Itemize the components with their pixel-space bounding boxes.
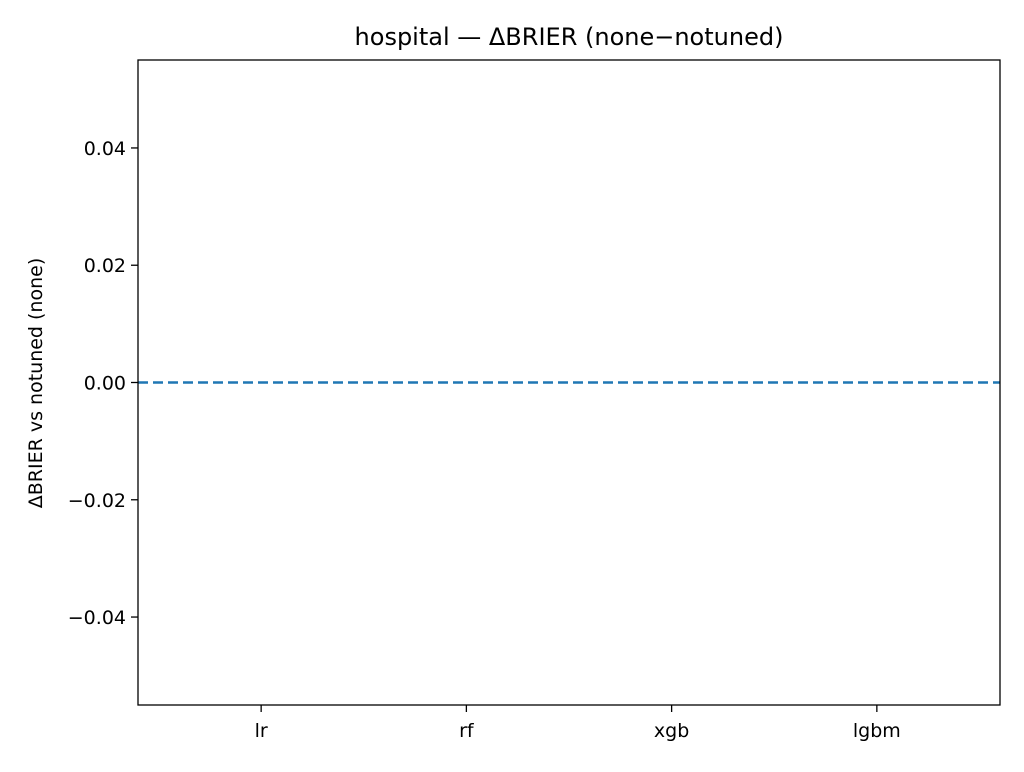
chart-title: hospital — ΔBRIER (none−notuned) [355, 23, 784, 51]
y-tick-label: 0.00 [84, 373, 126, 395]
y-axis-label: ΔBRIER vs notuned (none) [25, 258, 47, 508]
x-tick-label: lr [255, 720, 268, 742]
x-tick-label: lgbm [853, 720, 901, 742]
y-tick-label: −0.02 [68, 490, 126, 512]
y-tick-label: −0.04 [68, 607, 126, 629]
y-tick-label: 0.02 [84, 255, 126, 277]
x-axis: lr rf xgb lgbm [255, 705, 901, 742]
x-tick-label: rf [459, 720, 475, 742]
y-axis: −0.04 −0.02 0.00 0.02 0.04 [68, 138, 138, 629]
y-tick-label: 0.04 [84, 138, 126, 160]
x-tick-label: xgb [654, 720, 689, 742]
